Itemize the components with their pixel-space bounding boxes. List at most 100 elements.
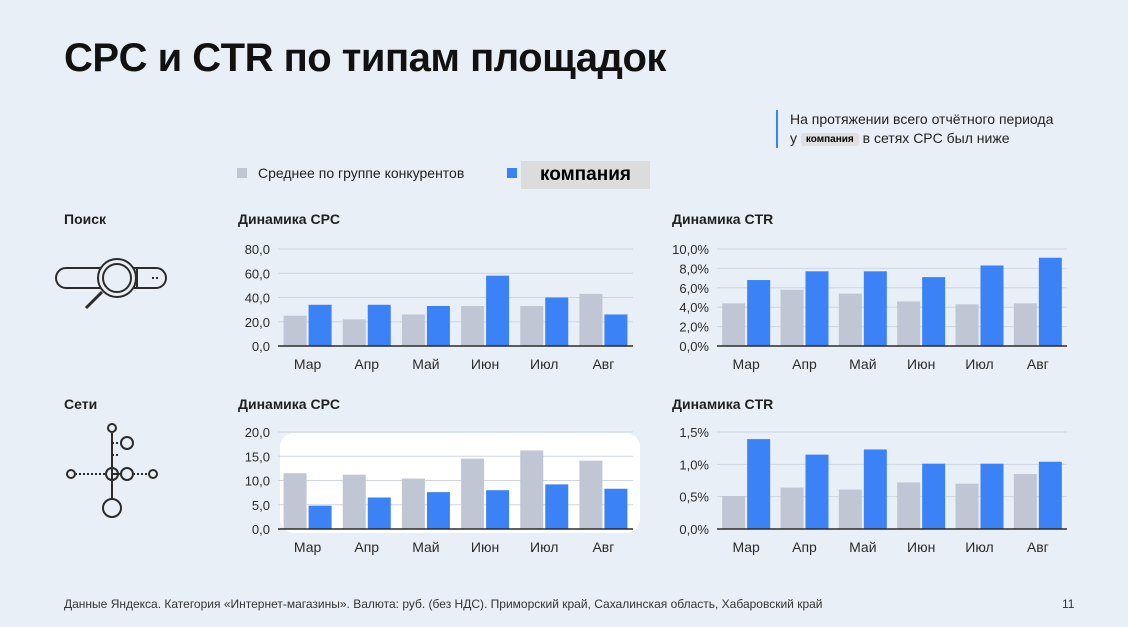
legend-competitors-label: Среднее по группе конкурентов bbox=[258, 165, 465, 181]
bar-competitors bbox=[579, 293, 603, 346]
x-tick-label: Июн bbox=[907, 356, 935, 372]
y-tick-label: 10,0% bbox=[672, 242, 709, 257]
bar-company bbox=[922, 277, 946, 346]
legend-company-swatch bbox=[507, 168, 517, 178]
bar-company bbox=[1038, 461, 1062, 529]
bar-competitors bbox=[838, 293, 862, 346]
bar-competitors bbox=[722, 303, 746, 346]
bar-company bbox=[863, 271, 887, 346]
bar-company bbox=[980, 463, 1004, 529]
bar-company bbox=[604, 488, 628, 529]
x-tick-label: Апр bbox=[792, 356, 817, 372]
y-tick-label: 1,5% bbox=[679, 425, 709, 440]
bar-competitors bbox=[838, 489, 862, 529]
bar-competitors bbox=[955, 483, 979, 529]
bar-company bbox=[805, 454, 829, 529]
y-tick-label: 60,0 bbox=[245, 266, 270, 281]
y-tick-label: 8,0% bbox=[679, 261, 709, 276]
y-tick-label: 4,0% bbox=[679, 300, 709, 315]
x-tick-label: Авг bbox=[592, 356, 614, 372]
legend-competitors-swatch bbox=[237, 168, 247, 178]
y-tick-label: 40,0 bbox=[245, 291, 270, 306]
bar-competitors bbox=[579, 460, 603, 529]
bar-competitors bbox=[342, 319, 366, 346]
insight-note: На протяжении всего отчётного периода у … bbox=[776, 110, 1090, 148]
note-prefix: у bbox=[790, 130, 797, 146]
bar-company bbox=[863, 449, 887, 529]
x-tick-label: Авг bbox=[1027, 539, 1049, 555]
bar-company bbox=[426, 305, 450, 346]
chart-title-networks-ctr: Динамика CTR bbox=[672, 396, 774, 412]
y-tick-label: 10,0 bbox=[245, 474, 270, 489]
x-tick-label: Июл bbox=[965, 356, 993, 372]
y-tick-label: 0,0 bbox=[252, 522, 270, 537]
y-tick-label: 0,5% bbox=[679, 490, 709, 505]
bar-company bbox=[308, 304, 332, 346]
network-nodes-icon bbox=[62, 420, 166, 527]
note-brand-logo: компания bbox=[800, 132, 859, 146]
chart-title-search-cpc: Динамика CPC bbox=[238, 211, 341, 227]
y-tick-label: 0,0 bbox=[252, 339, 270, 354]
bar-company bbox=[747, 280, 771, 346]
bar-company bbox=[980, 265, 1004, 346]
x-tick-label: Май bbox=[412, 539, 439, 555]
bar-company bbox=[486, 490, 510, 529]
chart-search-ctr: 0,0% 2,0% 4,0% 6,0% 8,0% 10,0% Мар Апр Май Июн Июл… bbox=[672, 240, 1072, 375]
x-tick-label: Май bbox=[849, 356, 876, 372]
bar-company bbox=[367, 497, 391, 529]
page-title: CPC и CTR по типам площадок bbox=[64, 36, 666, 80]
bar-competitors bbox=[780, 289, 804, 346]
x-tick-label: Июн bbox=[471, 539, 499, 555]
bar-competitors bbox=[955, 304, 979, 346]
bar-company bbox=[486, 275, 510, 346]
bar-competitors bbox=[1013, 474, 1037, 529]
bar-competitors bbox=[1013, 303, 1037, 346]
bar-competitors bbox=[283, 473, 307, 529]
chart-title-search-ctr: Динамика CTR bbox=[672, 211, 774, 227]
bar-company bbox=[545, 297, 569, 346]
x-tick-label: Авг bbox=[1027, 356, 1049, 372]
x-tick-label: Авг bbox=[592, 539, 614, 555]
x-tick-label: Мар bbox=[294, 356, 322, 372]
note-suffix: в сетях CPC был ниже bbox=[862, 130, 1010, 146]
bar-competitors bbox=[461, 305, 485, 346]
chart-networks-cpc: 0,0 5,0 10,0 15,0 20,0 Мар Апр Май Июн Июл Авг bbox=[238, 425, 638, 560]
y-tick-label: 20,0 bbox=[245, 315, 270, 330]
y-tick-label: 5,0 bbox=[252, 498, 270, 513]
bar-company bbox=[747, 439, 771, 529]
bar-company bbox=[922, 463, 946, 529]
chart-networks-ctr: 0,0% 0,5% 1,0% 1,5% Мар Апр Май Июн Июл Авг bbox=[672, 425, 1072, 560]
footer-source-note: Данные Яндекса. Категория «Интернет-мага… bbox=[64, 597, 823, 611]
bar-company bbox=[1038, 257, 1062, 346]
y-tick-label: 80,0 bbox=[245, 242, 270, 257]
search-bar-magnifier-icon bbox=[54, 255, 172, 320]
bar-competitors bbox=[897, 301, 921, 346]
bar-competitors bbox=[722, 496, 746, 529]
x-tick-label: Июн bbox=[471, 356, 499, 372]
x-tick-label: Апр bbox=[354, 539, 379, 555]
bar-company bbox=[604, 314, 628, 346]
bar-company bbox=[426, 492, 450, 529]
bar-competitors bbox=[897, 482, 921, 529]
bar-company bbox=[308, 505, 332, 529]
bar-competitors bbox=[780, 487, 804, 529]
x-tick-label: Май bbox=[849, 539, 876, 555]
y-tick-label: 6,0% bbox=[679, 281, 709, 296]
x-tick-label: Мар bbox=[732, 539, 760, 555]
chart-search-cpc: 0,0 20,0 40,0 60,0 80,0 Мар Апр Май Июн Июл Авг bbox=[238, 240, 638, 375]
bar-competitors bbox=[401, 314, 425, 346]
bar-competitors bbox=[401, 478, 425, 529]
y-tick-label: 2,0% bbox=[679, 320, 709, 335]
x-tick-label: Апр bbox=[792, 539, 817, 555]
bar-competitors bbox=[520, 450, 544, 529]
x-tick-label: Июн bbox=[907, 539, 935, 555]
section-label-search: Поиск bbox=[64, 211, 107, 227]
legend-company-logo: компания bbox=[521, 161, 650, 189]
bar-competitors bbox=[342, 474, 366, 529]
x-tick-label: Июл bbox=[965, 539, 993, 555]
chart-title-networks-cpc: Динамика CPC bbox=[238, 396, 341, 412]
bar-competitors bbox=[461, 458, 485, 529]
x-tick-label: Май bbox=[412, 356, 439, 372]
x-tick-label: Июл bbox=[530, 356, 558, 372]
y-tick-label: 0,0% bbox=[679, 339, 709, 354]
